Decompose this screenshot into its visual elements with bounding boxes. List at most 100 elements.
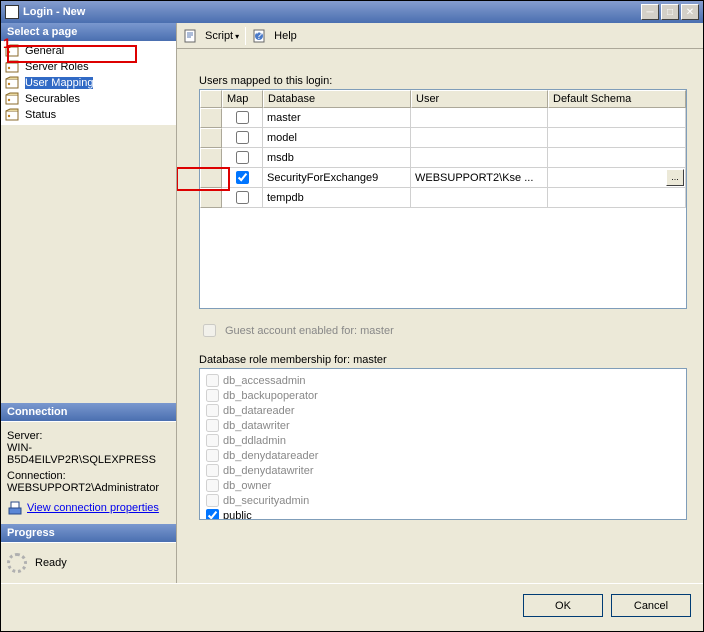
server-value: WIN-B5D4EILVP2R\SQLEXPRESS bbox=[7, 442, 170, 466]
role-checkbox[interactable] bbox=[206, 509, 219, 520]
users-mapped-grid: Map Database User Default Schema masterm… bbox=[199, 89, 687, 309]
role-name: db_datawriter bbox=[223, 420, 290, 432]
progress-header: Progress bbox=[1, 524, 176, 542]
minimize-button[interactable]: ─ bbox=[641, 4, 659, 20]
role-name: db_securityadmin bbox=[223, 495, 309, 507]
page-item-status[interactable]: Status bbox=[3, 107, 174, 123]
role-checkbox bbox=[206, 479, 219, 492]
window-icon bbox=[5, 5, 19, 19]
cell-user bbox=[411, 148, 548, 168]
table-row[interactable]: model bbox=[200, 128, 686, 148]
cell-schema bbox=[548, 108, 686, 128]
map-checkbox[interactable] bbox=[236, 171, 249, 184]
role-name: db_denydatawriter bbox=[223, 465, 314, 477]
server-label: Server: bbox=[7, 430, 170, 442]
col-user[interactable]: User bbox=[411, 90, 548, 108]
connection-block: Server: WIN-B5D4EILVP2R\SQLEXPRESS Conne… bbox=[1, 421, 176, 524]
properties-icon bbox=[7, 500, 23, 516]
page-item-label: Server Roles bbox=[25, 61, 89, 73]
cell-schema bbox=[548, 128, 686, 148]
progress-status: Ready bbox=[35, 557, 67, 569]
cell-schema: ... bbox=[548, 168, 686, 188]
table-row[interactable]: msdb bbox=[200, 148, 686, 168]
page-item-label: Securables bbox=[25, 93, 80, 105]
role-checkbox bbox=[206, 434, 219, 447]
cell-user: WEBSUPPORT2\Kse ... bbox=[411, 168, 548, 188]
cell-database: tempdb bbox=[263, 188, 411, 208]
users-mapped-label: Users mapped to this login: bbox=[199, 75, 687, 87]
map-checkbox[interactable] bbox=[236, 151, 249, 164]
role-row[interactable]: public bbox=[206, 508, 680, 520]
help-button[interactable]: Help bbox=[274, 30, 297, 42]
toolbar: Script ? Help bbox=[177, 23, 703, 49]
titlebar[interactable]: Login - New ─ □ ✕ bbox=[1, 1, 703, 23]
login-new-window: Login - New ─ □ ✕ 1 Select a page Genera… bbox=[0, 0, 704, 632]
page-item-icon bbox=[5, 60, 21, 74]
ok-button[interactable]: OK bbox=[523, 594, 603, 617]
table-row[interactable]: master bbox=[200, 108, 686, 128]
role-name: db_backupoperator bbox=[223, 390, 318, 402]
script-button[interactable]: Script bbox=[205, 30, 239, 42]
maximize-button[interactable]: □ bbox=[661, 4, 679, 20]
cell-user bbox=[411, 128, 548, 148]
help-icon: ? bbox=[252, 28, 268, 44]
close-button[interactable]: ✕ bbox=[681, 4, 699, 20]
roles-list: db_accessadmin db_backupoperator db_datare… bbox=[199, 368, 687, 520]
page-list: General Server Roles User Mapping Securable… bbox=[1, 41, 176, 125]
cell-database: msdb bbox=[263, 148, 411, 168]
cell-user bbox=[411, 188, 548, 208]
window-title: Login - New bbox=[23, 6, 85, 18]
role-name: db_ddladmin bbox=[223, 435, 286, 447]
col-database[interactable]: Database bbox=[263, 90, 411, 108]
table-row[interactable]: SecurityForExchange9WEBSUPPORT2\Kse ....… bbox=[200, 168, 686, 188]
role-checkbox bbox=[206, 389, 219, 402]
cell-database: master bbox=[263, 108, 411, 128]
guest-account-checkbox bbox=[203, 324, 216, 337]
map-checkbox[interactable] bbox=[236, 111, 249, 124]
role-row: db_denydatawriter bbox=[206, 463, 680, 478]
page-item-icon bbox=[5, 76, 21, 90]
role-row: db_datareader bbox=[206, 403, 680, 418]
select-page-header: Select a page bbox=[1, 23, 176, 41]
cancel-button[interactable]: Cancel bbox=[611, 594, 691, 617]
role-checkbox bbox=[206, 419, 219, 432]
view-connection-properties-link[interactable]: View connection properties bbox=[7, 500, 170, 516]
page-item-server-roles[interactable]: Server Roles bbox=[3, 59, 174, 75]
role-checkbox bbox=[206, 464, 219, 477]
role-checkbox bbox=[206, 404, 219, 417]
role-checkbox bbox=[206, 494, 219, 507]
map-checkbox[interactable] bbox=[236, 191, 249, 204]
connection-header: Connection bbox=[1, 403, 176, 421]
progress-spinner-icon bbox=[7, 553, 27, 573]
page-item-securables[interactable]: Securables bbox=[3, 91, 174, 107]
cell-database: model bbox=[263, 128, 411, 148]
connection-value: WEBSUPPORT2\Administrator bbox=[7, 482, 170, 494]
col-map[interactable]: Map bbox=[222, 90, 263, 108]
cell-database: SecurityForExchange9 bbox=[263, 168, 411, 188]
progress-block: Ready bbox=[1, 542, 176, 583]
map-checkbox[interactable] bbox=[236, 131, 249, 144]
svg-text:?: ? bbox=[256, 30, 262, 42]
annotation-1-number: 1 bbox=[3, 35, 11, 51]
toolbar-separator bbox=[245, 27, 246, 45]
page-item-general[interactable]: General bbox=[3, 43, 174, 59]
dialog-footer: OK Cancel bbox=[1, 583, 703, 627]
left-panel: 1 Select a page General Server Roles User … bbox=[1, 23, 177, 583]
role-name: db_datareader bbox=[223, 405, 295, 417]
script-icon bbox=[183, 28, 199, 44]
page-item-user-mapping[interactable]: User Mapping bbox=[3, 75, 174, 91]
schema-browse-button[interactable]: ... bbox=[666, 169, 684, 186]
role-name: db_owner bbox=[223, 480, 271, 492]
col-schema[interactable]: Default Schema bbox=[548, 90, 686, 108]
page-item-icon bbox=[5, 108, 21, 122]
page-item-label: Status bbox=[25, 109, 56, 121]
role-name: public bbox=[223, 510, 252, 521]
page-item-label: General bbox=[25, 45, 64, 57]
table-row[interactable]: tempdb bbox=[200, 188, 686, 208]
right-panel: Script ? Help 2 Users mapped to this log… bbox=[177, 23, 703, 583]
page-item-label: User Mapping bbox=[25, 77, 93, 89]
role-checkbox bbox=[206, 449, 219, 462]
role-row: db_datawriter bbox=[206, 418, 680, 433]
role-row: db_accessadmin bbox=[206, 373, 680, 388]
role-name: db_denydatareader bbox=[223, 450, 318, 462]
